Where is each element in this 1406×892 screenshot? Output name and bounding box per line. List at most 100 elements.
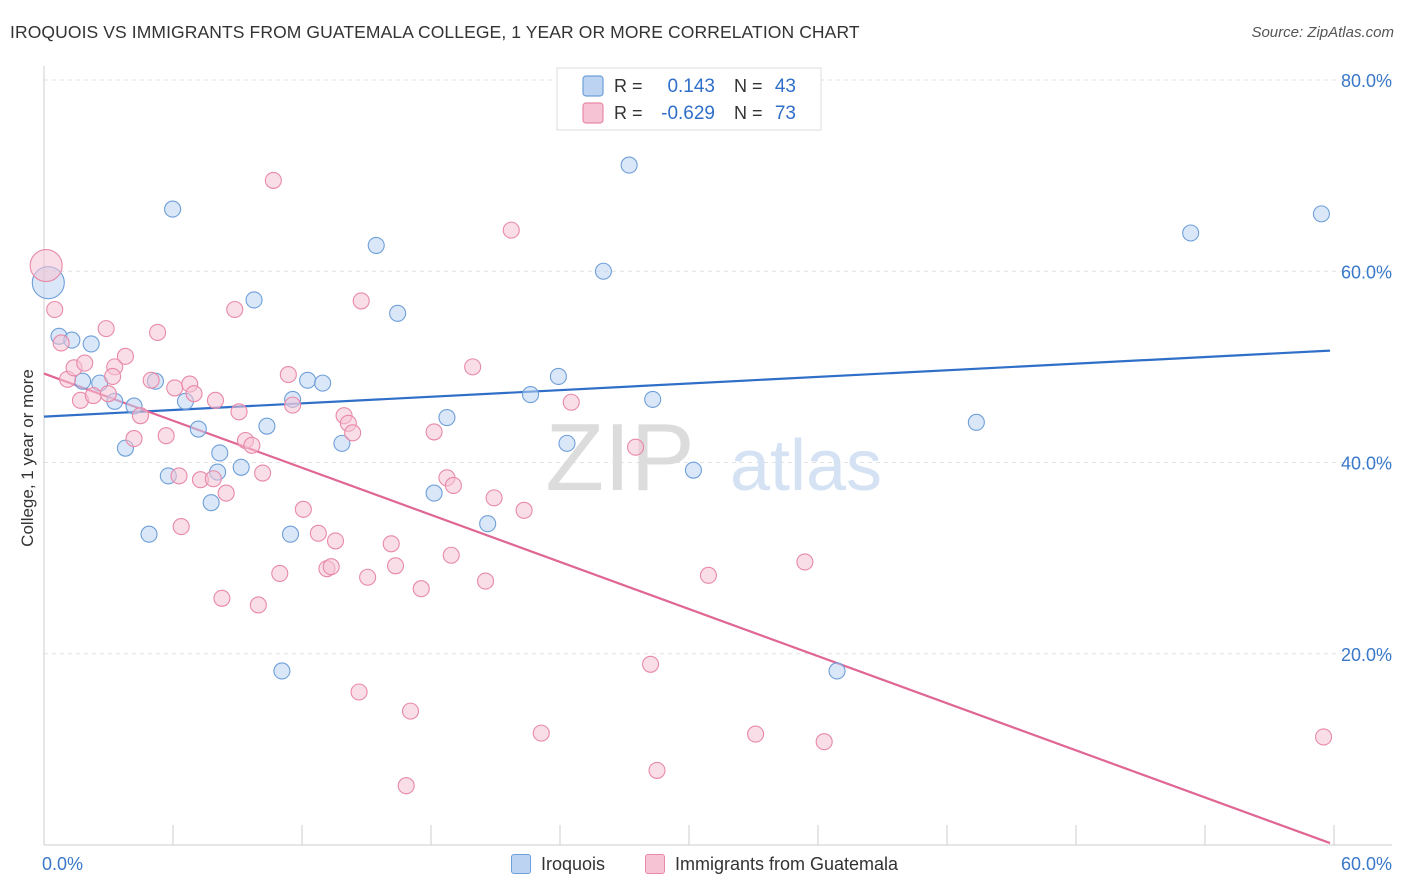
legend-swatch-guatemala (582, 102, 604, 124)
point-guatemala (485, 489, 503, 507)
point-guatemala (309, 524, 327, 542)
point-guatemala (294, 500, 312, 518)
legend-item-iroquois: Iroquois (511, 851, 605, 877)
y-tick-label: 80.0% (1341, 71, 1392, 91)
gridlines (44, 79, 1392, 655)
point-guatemala (284, 396, 302, 414)
point-guatemala (172, 518, 190, 536)
trendline-guatemala (43, 372, 1331, 845)
point-guatemala (52, 334, 70, 352)
legend-item-guatemala: Immigrants from Guatemala (645, 851, 898, 877)
point-iroquois (438, 409, 456, 427)
point-iroquois (202, 494, 220, 512)
point-guatemala (401, 702, 420, 720)
x-tick-label-min: 0.0% (42, 854, 83, 874)
point-guatemala (99, 385, 117, 403)
point-iroquois (521, 386, 540, 404)
point-guatemala (425, 423, 443, 441)
point-guatemala (412, 580, 430, 598)
point-guatemala (29, 248, 63, 283)
point-guatemala (442, 546, 460, 564)
source-label: Source: ZipAtlas.com (1251, 24, 1394, 41)
point-guatemala (476, 572, 495, 590)
point-guatemala (279, 365, 297, 384)
point-iroquois (232, 458, 250, 476)
point-iroquois (594, 262, 612, 280)
point-guatemala (1315, 728, 1333, 746)
x-tick-label-max: 60.0% (1341, 854, 1392, 874)
trendlines (43, 349, 1331, 845)
point-iroquois (189, 420, 207, 438)
legend-bottom-label-iroquois: Iroquois (541, 853, 606, 874)
legend-n-label-iroquois: N = (734, 76, 763, 96)
point-guatemala (206, 391, 225, 409)
point-iroquois (479, 515, 497, 533)
point-iroquois (620, 156, 638, 174)
point-iroquois (389, 304, 407, 322)
point-iroquois (828, 662, 846, 680)
legend-top: R = 0.143 N = 43 R = -0.629 N = 73 (556, 67, 822, 131)
point-iroquois (1312, 205, 1330, 223)
point-guatemala (815, 733, 833, 751)
watermark: ZIP atlas (545, 404, 882, 511)
point-guatemala (344, 424, 362, 442)
point-guatemala (515, 501, 533, 519)
point-guatemala (326, 532, 345, 550)
legend-bottom: Iroquois Immigrants from Guatemala (0, 851, 1406, 877)
point-guatemala (97, 320, 115, 338)
point-guatemala (230, 403, 248, 421)
point-guatemala (648, 761, 666, 779)
point-iroquois (273, 662, 291, 680)
point-guatemala (217, 484, 235, 502)
tick-labels: 20.0% 40.0% 60.0% 80.0% 0.0% 60.0% (42, 71, 1392, 874)
point-guatemala (125, 430, 143, 448)
point-guatemala (243, 436, 261, 454)
point-guatemala (185, 385, 203, 403)
legend-r-value-guatemala: -0.629 (661, 103, 715, 124)
point-guatemala (131, 407, 149, 425)
point-guatemala (352, 292, 370, 310)
point-guatemala (627, 438, 645, 456)
point-guatemala (213, 589, 231, 607)
legend-n-value-iroquois: 43 (775, 76, 796, 97)
point-iroquois (281, 525, 300, 543)
point-guatemala (386, 557, 405, 575)
point-guatemala (264, 171, 282, 189)
point-iroquois (140, 525, 158, 543)
data-points (29, 156, 1333, 795)
watermark-zip: ZIP (545, 404, 694, 511)
point-iroquois (1182, 224, 1200, 242)
point-guatemala (350, 683, 368, 701)
point-iroquois (211, 444, 229, 462)
point-guatemala (46, 300, 64, 319)
point-guatemala (322, 558, 340, 576)
point-guatemala (166, 379, 184, 397)
legend-r-value-iroquois: 0.143 (667, 76, 715, 97)
y-tick-label: 60.0% (1341, 262, 1392, 282)
point-guatemala (116, 347, 134, 365)
point-iroquois (558, 434, 576, 452)
point-guatemala (84, 387, 102, 405)
point-guatemala (562, 393, 580, 411)
point-guatemala (642, 655, 660, 673)
point-guatemala (271, 564, 289, 582)
point-iroquois (684, 461, 702, 479)
point-iroquois (425, 484, 443, 502)
legend-bottom-label-guatemala: Immigrants from Guatemala (675, 853, 899, 874)
y-tick-label: 20.0% (1341, 645, 1392, 665)
point-iroquois (258, 417, 276, 435)
point-iroquois (245, 291, 263, 309)
trendline-iroquois (43, 349, 1331, 418)
point-iroquois (314, 374, 332, 392)
point-iroquois (967, 413, 985, 431)
point-iroquois (367, 236, 385, 254)
point-guatemala (747, 725, 765, 743)
point-guatemala (170, 467, 188, 485)
point-guatemala (157, 427, 175, 445)
point-iroquois (644, 390, 662, 408)
legend-r-label-iroquois: R = (614, 76, 643, 96)
point-iroquois (333, 434, 351, 452)
point-guatemala (464, 358, 482, 376)
legend-bottom-swatch-iroquois (511, 854, 531, 874)
legend-n-label-guatemala: N = (734, 103, 763, 123)
